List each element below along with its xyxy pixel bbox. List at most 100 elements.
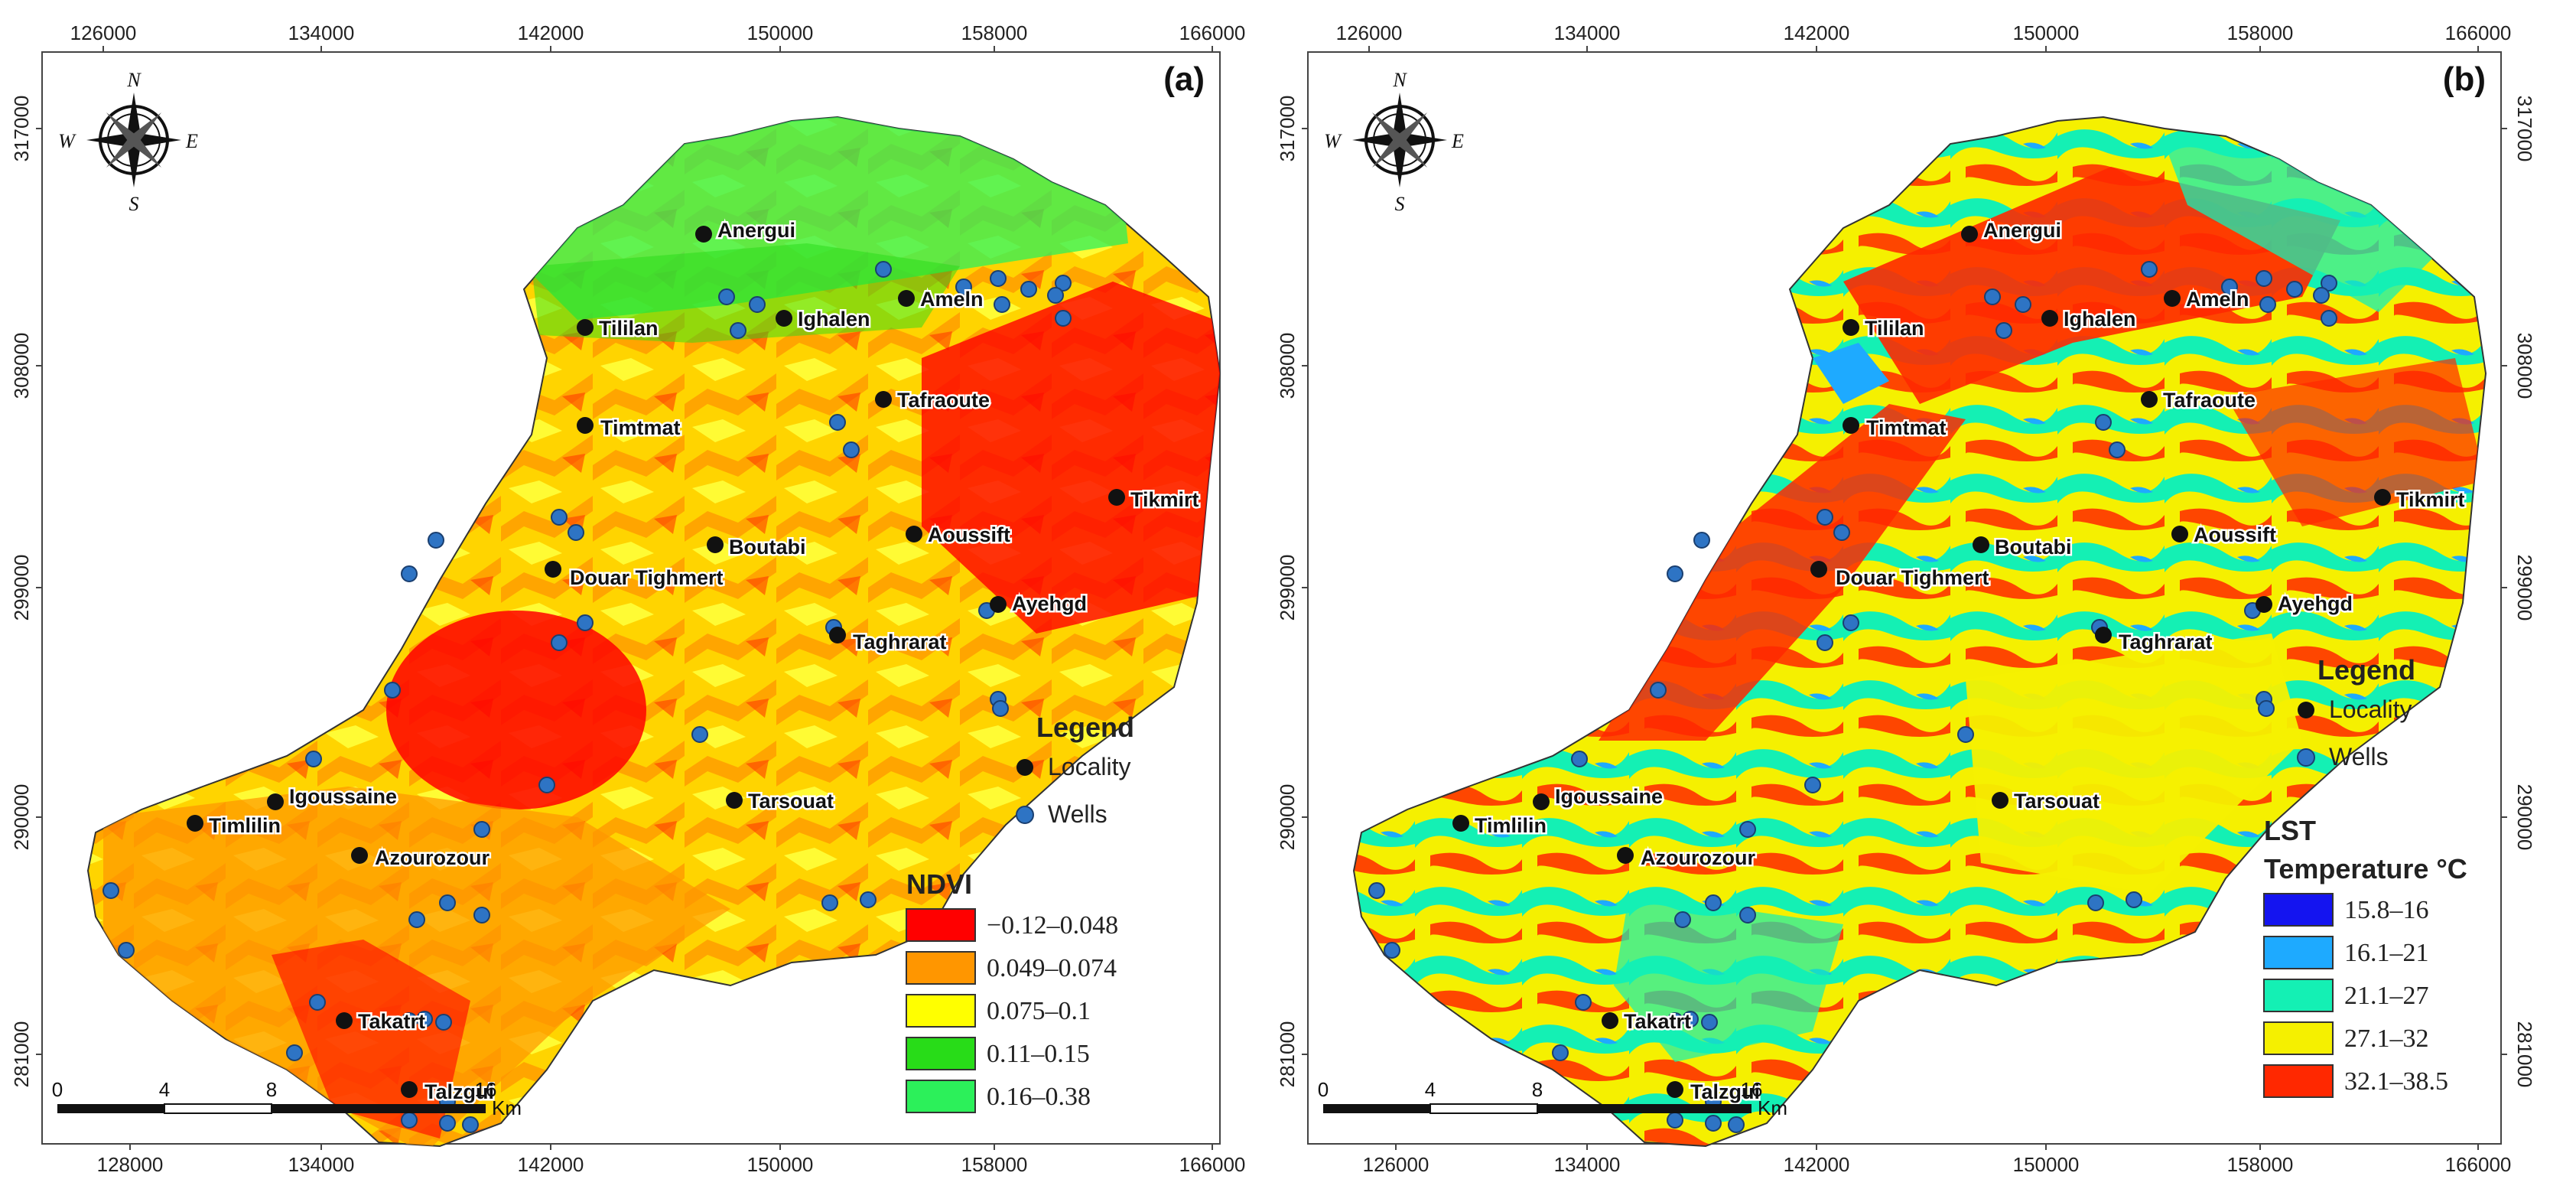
class-legend: LST Temperature °C 15.8–16 16.1–21 21.1–27 27… xyxy=(2263,815,2467,1098)
well-marker xyxy=(462,1116,479,1133)
localities-layer: Anergui Tililan Ighalen Ameln Tafraoute Timtm… xyxy=(187,217,1201,1106)
locality-label: Boutabi xyxy=(1995,536,2072,559)
y-tick-label-left: 299000 xyxy=(1276,555,1299,621)
class-legend-subtitle: Temperature °C xyxy=(2264,853,2467,884)
well-marker xyxy=(1817,634,1833,651)
x-tick-label-bottom: 166000 xyxy=(1179,1153,1246,1176)
x-tick-label-top: 142000 xyxy=(1784,21,1850,44)
compass-needle-diag2 xyxy=(1372,112,1427,168)
well-marker xyxy=(2286,281,2303,298)
legend-locality-symbol xyxy=(1016,759,1033,776)
locality-label: Igoussaine xyxy=(1555,785,1663,808)
lst-zone-coldest xyxy=(1813,343,1889,404)
locality-marker xyxy=(1667,1081,1683,1098)
locality-label: Taghrarat xyxy=(2119,630,2213,653)
x-tick-label-bottom: 126000 xyxy=(1363,1153,1429,1176)
locality-label: Tafraoute xyxy=(897,389,990,412)
x-tick-label-bottom: 134000 xyxy=(288,1153,355,1176)
locality-label: Tarsouat xyxy=(2014,790,2100,813)
well-marker xyxy=(1047,287,1064,304)
x-tick-label-bottom: 134000 xyxy=(1554,1153,1621,1176)
well-marker xyxy=(2109,441,2126,458)
x-tick-label-bottom: 142000 xyxy=(518,1153,584,1176)
compass-rose: N S W E xyxy=(1324,69,1464,215)
locality-label: Ayehgd xyxy=(1012,592,1087,615)
class-swatch xyxy=(2263,1064,2334,1098)
locality-marker xyxy=(1617,847,1634,864)
well-marker xyxy=(1674,911,1691,928)
lst-zone-hot-east xyxy=(2226,358,2486,526)
ndvi-zone-low-center xyxy=(386,611,646,809)
compass-north: N xyxy=(126,69,141,91)
scale-segment xyxy=(1429,1103,1538,1114)
class-swatch xyxy=(2263,1021,2334,1055)
well-marker xyxy=(1701,1014,1718,1031)
well-marker xyxy=(473,821,490,838)
x-tick-label-top: 150000 xyxy=(2013,21,2080,44)
well-marker xyxy=(401,565,418,582)
map-panel-ndvi: 126000 134000 142000 150000 158000 166000 1280… xyxy=(10,21,1245,1176)
scale-label: 4 xyxy=(1425,1078,1436,1101)
locality-label: Timlilin xyxy=(1475,814,1547,837)
x-tick-label-top: 134000 xyxy=(288,21,355,44)
well-marker xyxy=(2321,310,2337,327)
well-marker xyxy=(538,777,555,793)
locality-label: Douar Tighmert xyxy=(1836,566,1989,589)
locality-marker xyxy=(776,310,792,327)
locality-marker xyxy=(1602,1012,1618,1029)
y-tick-label-right: 308000 xyxy=(2513,333,2536,399)
y-tick-label-left: 299000 xyxy=(10,555,33,621)
locality-label: Tililan xyxy=(1865,317,1924,340)
well-marker xyxy=(1739,821,1756,838)
well-marker xyxy=(118,942,135,959)
scale-unit: Km xyxy=(1758,1096,1787,1119)
scale-segment xyxy=(1323,1104,1430,1113)
legend-item-label: Locality xyxy=(2329,695,2412,723)
locality-marker xyxy=(1992,792,2008,809)
locality-marker xyxy=(1843,319,1859,336)
y-tick-label-right: 281000 xyxy=(2513,1021,2536,1088)
x-tick-label-bottom: 142000 xyxy=(1784,1153,1850,1176)
locality-label: Ameln xyxy=(920,288,984,311)
legend-item-label: Wells xyxy=(1048,800,1107,828)
well-marker xyxy=(428,532,444,549)
locality-label: Aoussift xyxy=(2194,523,2276,546)
wells-layer xyxy=(1368,261,2337,1133)
y-tick-label-right: 317000 xyxy=(2513,96,2536,162)
locality-marker xyxy=(351,847,368,864)
well-marker xyxy=(408,911,425,928)
x-tick-label-bottom: 158000 xyxy=(961,1153,1028,1176)
compass-needle-diag2 xyxy=(106,112,161,168)
class-swatch xyxy=(2263,893,2334,927)
well-marker xyxy=(384,682,401,699)
well-marker xyxy=(992,700,1009,717)
well-marker xyxy=(1384,942,1400,959)
locality-label: Timlilin xyxy=(209,814,281,837)
well-marker xyxy=(551,634,568,651)
locality-label: Aoussift xyxy=(928,523,1010,546)
locality-marker xyxy=(1961,226,1978,243)
locality-marker xyxy=(1843,417,1859,434)
well-marker xyxy=(2313,287,2330,304)
locality-label: Anergui xyxy=(717,219,795,242)
locality-marker xyxy=(2164,290,2181,307)
well-marker xyxy=(1020,281,1037,298)
well-marker xyxy=(1804,777,1821,793)
well-marker xyxy=(1817,509,1833,526)
locality-label: Timtmat xyxy=(1866,416,1947,439)
class-label: 32.1–38.5 xyxy=(2344,1067,2448,1096)
locality-marker xyxy=(2095,627,2112,643)
locality-label: Timtmat xyxy=(600,416,681,439)
locality-label: Talzgui xyxy=(1690,1080,1760,1103)
well-marker xyxy=(439,894,456,911)
locality-label: Tarsouat xyxy=(748,790,834,813)
well-marker xyxy=(1552,1044,1569,1061)
well-marker xyxy=(955,279,972,295)
basin-raster xyxy=(86,116,1221,1148)
well-marker xyxy=(990,270,1007,287)
class-swatch xyxy=(2263,936,2334,969)
scale-label: 0 xyxy=(52,1078,63,1101)
basin-fill xyxy=(1352,116,2487,1148)
basin-zones xyxy=(1599,144,2486,1062)
